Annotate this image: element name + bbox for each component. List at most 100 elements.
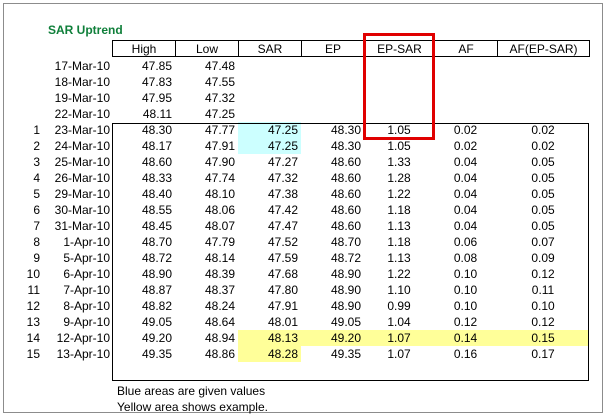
af-ep-sar-cell[interactable]: 0.05 (531, 203, 555, 217)
sar-cell[interactable]: 47.32 (267, 171, 298, 185)
af-ep-sar-cell[interactable] (497, 106, 589, 122)
ep-sar-cell[interactable]: 1.18 (387, 235, 411, 249)
high-cell[interactable]: 48.72 (141, 251, 172, 265)
date-cell[interactable]: 12-Apr-10 (56, 331, 110, 345)
af-cell[interactable]: 0.04 (453, 203, 478, 217)
af-cell[interactable]: 0.04 (453, 219, 478, 233)
date-cell[interactable]: 13-Apr-10 (56, 347, 110, 361)
sar-cell[interactable]: 47.52 (267, 235, 298, 249)
ep-sar-cell[interactable]: 1.13 (387, 219, 411, 233)
low-cell[interactable]: 48.10 (204, 187, 235, 201)
af-ep-sar-cell[interactable]: 0.05 (531, 155, 555, 169)
row-index[interactable]: 11 (27, 283, 40, 297)
af-ep-sar-cell[interactable]: 0.10 (531, 299, 555, 313)
row-index[interactable]: 15 (26, 347, 40, 361)
ep-sar-cell[interactable]: 1.13 (387, 251, 411, 265)
af-ep-sar-cell[interactable]: 0.15 (497, 330, 589, 346)
sar-cell[interactable]: 47.42 (267, 203, 298, 217)
af-cell[interactable] (434, 74, 497, 90)
column-header-sar[interactable]: SAR (238, 40, 302, 57)
sar-cell[interactable]: 47.47 (267, 219, 298, 233)
af-cell[interactable] (434, 90, 497, 106)
af-cell[interactable] (434, 58, 497, 74)
high-cell[interactable]: 49.05 (141, 315, 172, 329)
row-index[interactable]: 4 (33, 171, 40, 185)
low-cell[interactable]: 47.74 (204, 171, 235, 185)
ep-sar-cell[interactable]: 1.18 (387, 203, 411, 217)
date-cell[interactable]: 5-Apr-10 (63, 251, 110, 265)
ep-sar-cell[interactable]: 1.28 (387, 171, 411, 185)
af-cell[interactable]: 0.14 (434, 330, 497, 346)
high-cell[interactable]: 48.11 (142, 107, 172, 121)
high-cell[interactable]: 47.85 (141, 59, 172, 73)
row-index[interactable]: 3 (33, 155, 40, 169)
low-cell[interactable]: 48.24 (204, 299, 235, 313)
ep-cell[interactable] (301, 58, 364, 74)
low-cell[interactable]: 48.07 (204, 219, 235, 233)
high-cell[interactable]: 48.60 (141, 155, 172, 169)
low-cell[interactable]: 47.25 (204, 107, 235, 121)
date-cell[interactable]: 22-Mar-10 (54, 107, 110, 121)
low-cell[interactable]: 48.64 (204, 315, 235, 329)
af-cell[interactable]: 0.02 (453, 123, 478, 137)
af-cell[interactable]: 0.04 (453, 155, 478, 169)
ep-sar-cell[interactable]: 1.07 (364, 330, 434, 346)
ep-cell[interactable]: 48.90 (330, 267, 361, 281)
column-header-low[interactable]: Low (175, 40, 239, 57)
af-cell[interactable]: 0.16 (453, 347, 478, 361)
high-cell[interactable]: 48.90 (141, 267, 172, 281)
sar-cell[interactable]: 47.38 (267, 187, 298, 201)
column-header-high[interactable]: High (112, 40, 176, 57)
ep-sar-cell[interactable]: 1.10 (387, 283, 411, 297)
date-cell[interactable]: 19-Mar-10 (54, 91, 110, 105)
af-cell[interactable]: 0.08 (453, 251, 478, 265)
date-cell[interactable]: 1-Apr-10 (63, 235, 110, 249)
column-header-ep-sar[interactable]: EP-SAR (364, 40, 435, 57)
af-ep-sar-cell[interactable]: 0.12 (531, 315, 555, 329)
low-cell[interactable]: 47.55 (204, 75, 235, 89)
af-ep-sar-cell[interactable]: 0.02 (531, 123, 555, 137)
date-cell[interactable]: 9-Apr-10 (63, 315, 110, 329)
high-cell[interactable]: 48.45 (141, 219, 172, 233)
af-cell[interactable]: 0.04 (453, 187, 478, 201)
af-ep-sar-cell[interactable] (497, 58, 589, 74)
ep-sar-cell[interactable]: 1.22 (387, 187, 411, 201)
ep-cell[interactable]: 48.90 (330, 283, 361, 297)
date-cell[interactable]: 31-Mar-10 (54, 219, 110, 233)
high-cell[interactable]: 47.83 (141, 75, 172, 89)
af-ep-sar-cell[interactable]: 0.02 (531, 139, 555, 153)
date-cell[interactable]: 17-Mar-10 (54, 59, 110, 73)
high-cell[interactable]: 48.82 (141, 299, 172, 313)
low-cell[interactable]: 48.94 (204, 331, 235, 345)
row-index[interactable]: 1 (33, 123, 40, 137)
af-ep-sar-cell[interactable]: 0.11 (531, 283, 555, 297)
low-cell[interactable]: 48.39 (204, 267, 235, 281)
date-cell[interactable]: 6-Apr-10 (63, 267, 110, 281)
ep-cell[interactable]: 49.35 (330, 347, 361, 361)
sar-cell[interactable]: 47.27 (267, 155, 298, 169)
af-cell[interactable]: 0.02 (453, 139, 478, 153)
af-ep-sar-cell[interactable]: 0.17 (531, 347, 555, 361)
row-index[interactable]: 8 (33, 235, 40, 249)
high-cell[interactable]: 48.40 (141, 187, 172, 201)
high-cell[interactable]: 47.95 (141, 91, 172, 105)
row-index[interactable]: 12 (26, 299, 40, 313)
ep-sar-cell[interactable]: 1.04 (387, 315, 411, 329)
low-cell[interactable]: 48.37 (204, 283, 235, 297)
sar-cell[interactable] (238, 90, 301, 106)
date-cell[interactable]: 24-Mar-10 (54, 139, 110, 153)
sar-cell[interactable] (238, 106, 301, 122)
sar-cell[interactable] (238, 74, 301, 90)
date-cell[interactable]: 18-Mar-10 (54, 75, 110, 89)
ep-sar-cell[interactable]: 1.05 (387, 123, 411, 137)
date-cell[interactable]: 7-Apr-10 (63, 283, 110, 297)
date-cell[interactable]: 8-Apr-10 (63, 299, 110, 313)
ep-sar-cell[interactable]: 1.07 (387, 347, 411, 361)
ep-cell[interactable] (301, 74, 364, 90)
low-cell[interactable]: 47.48 (204, 59, 235, 73)
date-cell[interactable]: 26-Mar-10 (54, 171, 110, 185)
ep-sar-cell[interactable]: 1.33 (387, 155, 411, 169)
af-cell[interactable]: 0.10 (453, 267, 478, 281)
date-cell[interactable]: 29-Mar-10 (54, 187, 110, 201)
row-index[interactable]: 5 (33, 187, 40, 201)
